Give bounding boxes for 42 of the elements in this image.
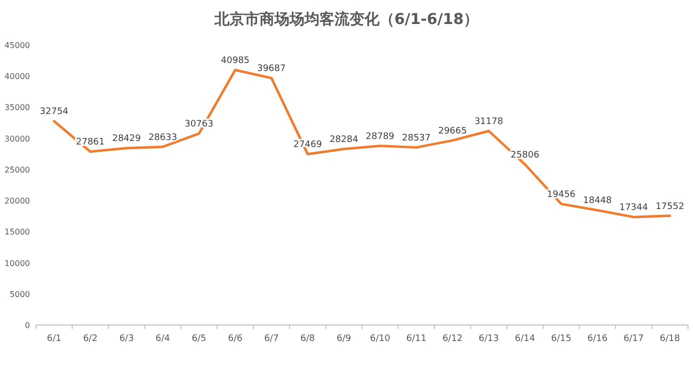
- y-tick-label: 0: [24, 321, 30, 330]
- x-tick-label: 6/9: [336, 334, 352, 344]
- x-tick-label: 6/13: [478, 334, 499, 344]
- data-label: 28537: [402, 133, 431, 144]
- x-tick-label: 6/6: [228, 334, 243, 344]
- x-tick-label: 6/15: [551, 334, 572, 344]
- x-tick-label: 6/1: [46, 334, 62, 344]
- y-tick-label: 35000: [4, 103, 30, 112]
- y-tick-label: 5000: [10, 290, 30, 299]
- data-label: 28429: [112, 134, 142, 144]
- x-tick-label: 6/18: [660, 334, 680, 344]
- x-tick-label: 6/5: [192, 334, 206, 344]
- y-tick-label: 10000: [4, 258, 30, 268]
- data-label: 17344: [619, 203, 648, 214]
- y-tick-label: 25000: [4, 165, 30, 174]
- y-tick-label: 45000: [4, 41, 30, 50]
- x-tick-label: 6/12: [442, 334, 463, 344]
- x-tick-label: 6/11: [406, 334, 426, 344]
- x-tick-label: 6/2: [83, 334, 98, 344]
- x-tick-label: 6/4: [156, 334, 170, 344]
- x-tick-label: 6/14: [514, 334, 536, 344]
- y-tick-label: 40000: [4, 72, 30, 82]
- y-tick-label: 20000: [4, 196, 30, 206]
- chart-title: 北京市商场场均客流变化（6/1-6/18）: [213, 10, 479, 28]
- y-tick-label: 30000: [4, 134, 30, 144]
- x-tick-label: 6/17: [624, 334, 644, 344]
- data-label: 40985: [220, 56, 250, 66]
- data-label: 18448: [583, 196, 612, 206]
- data-label: 31178: [474, 117, 504, 128]
- y-tick-label: 15000: [4, 228, 30, 237]
- x-tick-label: 6/3: [119, 334, 134, 344]
- data-label: 39687: [257, 64, 286, 74]
- data-label: 28789: [366, 132, 395, 142]
- data-label: 17552: [656, 202, 684, 212]
- x-tick-label: 6/16: [587, 334, 608, 344]
- x-tick-label: 6/8: [300, 334, 316, 344]
- x-tick-label: 6/7: [264, 334, 279, 344]
- data-label: 29665: [438, 126, 467, 136]
- x-tick-label: 6/10: [370, 334, 390, 344]
- data-label: 28284: [330, 135, 358, 146]
- data-label: 32754: [40, 107, 69, 118]
- data-label: 28633: [148, 132, 178, 143]
